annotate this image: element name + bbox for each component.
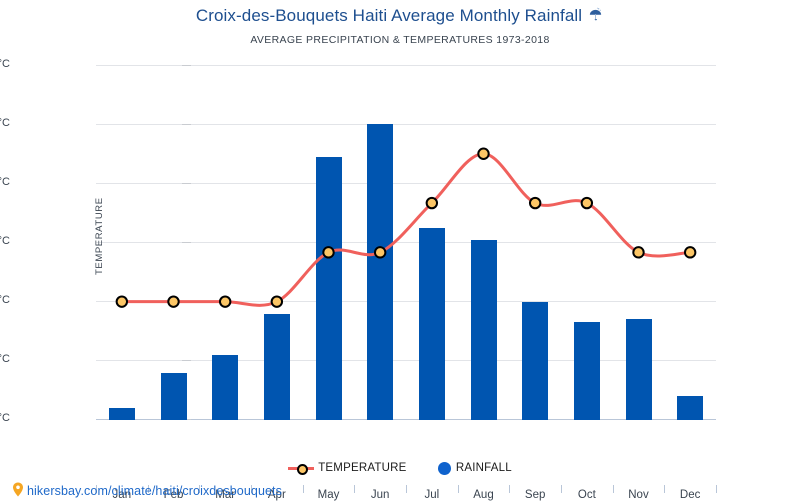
x-axis-line [96,419,716,420]
x-axis-tick-label: Jun [370,489,390,501]
x-axis-tick-label: Feb [163,489,184,501]
plot-area: 34.8 °C 33.6 °C 32.4 °C 31.2 °C 30 °C 28… [0,58,717,501]
umbrella-rain-icon [587,7,604,29]
x-axis-tick-label: Jul [424,489,440,501]
x-axis-tick [302,485,304,493]
temperature-marker-icon [288,462,315,475]
rainfall-bar[interactable] [522,301,549,420]
y-axis-left-tick-label: 31.2 °C [0,235,10,247]
rainfall-bar[interactable] [160,372,187,420]
tick-mark [182,65,191,66]
source-link[interactable]: hikersbay.com/climate/haiti/croixdesbouq… [12,482,282,500]
rainfall-bar[interactable] [263,313,290,420]
x-axis-tick-label: Oct [577,489,596,501]
rainfall-bar[interactable] [315,156,342,420]
x-axis-tick [664,485,666,493]
x-axis-tick-label: May [317,489,340,501]
x-axis-tick [147,485,149,493]
legend-label-rainfall: RAINFALL [455,462,512,474]
x-axis-tick-label: Sep [524,489,546,501]
x-axis-tick [509,485,511,493]
tick-mark [182,124,191,125]
x-axis-tick [199,485,201,493]
temperature-point[interactable]: Oct: 32 °C [580,196,594,210]
x-axis-tick-label: Jan [112,489,132,501]
x-axis-tick-label: Mar [215,489,236,501]
tick-mark [182,183,191,184]
temperature-point[interactable]: Sep: 32 °C [528,196,542,210]
rainfall-bar[interactable] [625,319,652,420]
x-axis-tick-label: Dec [679,489,701,501]
x-axis-tick-label: Apr [267,489,286,501]
rainfall-bar[interactable] [470,239,497,420]
page-title-text: Croix-des-Bouquets Haiti Average Monthly… [195,6,583,25]
rainfall-bar[interactable] [108,408,135,420]
rainfall-bar[interactable] [677,396,704,420]
temperature-point[interactable]: Dec: 31 °C [683,246,697,259]
legend-label-temperature: TEMPERATURE [318,462,407,474]
x-axis-tick-label: Nov [628,489,649,501]
x-axis-tick [457,485,459,493]
tick-mark [182,242,191,243]
y-axis-left-tick-label: 33.6 °C [0,117,10,129]
y-axis-left-tick-label: 28.8 °C [0,353,10,365]
rainfall-marker-icon [437,462,451,475]
temperature-point[interactable]: Jul: 32 °C [425,196,439,210]
rainfall-bar[interactable] [418,227,445,420]
y-axis-left-tick-label: 34.8 °C [0,58,10,70]
temperature-line [120,152,692,307]
y-axis-left-title: TEMPERATURE [94,197,105,275]
y-axis-left-tick-label: 27.6 °C [0,412,10,424]
chart-legend: TEMPERATURE RAINFALL [0,462,800,476]
gridline [96,124,716,125]
legend-item-temperature[interactable]: TEMPERATURE [288,462,406,476]
rainfall-bar[interactable] [367,124,394,420]
x-axis-tick [354,485,356,493]
legend-item-rainfall[interactable]: RAINFALL [437,462,512,476]
y-axis-left-tick-label: 32.4 °C [0,176,10,188]
temperature-point[interactable]: Aug: 33 °C [477,147,490,160]
page-title: Croix-des-Bouquets Haiti Average Monthly… [0,6,800,29]
x-axis-tick [406,485,407,493]
x-axis-tick [716,485,717,493]
tick-mark [182,419,191,420]
y-axis-left-tick-label: 30 °C [0,294,10,306]
x-axis-tick [251,485,252,493]
source-link-text: hikersbay.com/climate/haiti/croixdesbouq… [27,484,282,498]
rainfall-bar[interactable] [573,322,600,420]
x-axis-tick-label: Aug [473,489,494,501]
page-subtitle: AVERAGE PRECIPITATION & TEMPERATURES 197… [250,34,550,46]
temperature-point[interactable]: Nov: 31 °C [632,246,645,259]
x-axis-tick [561,485,562,493]
tick-mark [182,360,191,361]
gridline [96,360,716,361]
location-pin-icon [12,482,24,500]
tick-mark [182,301,191,302]
rainfall-bar[interactable] [212,354,239,420]
x-axis-tick [96,485,97,493]
gridline [96,65,716,66]
x-axis-tick [612,485,614,493]
